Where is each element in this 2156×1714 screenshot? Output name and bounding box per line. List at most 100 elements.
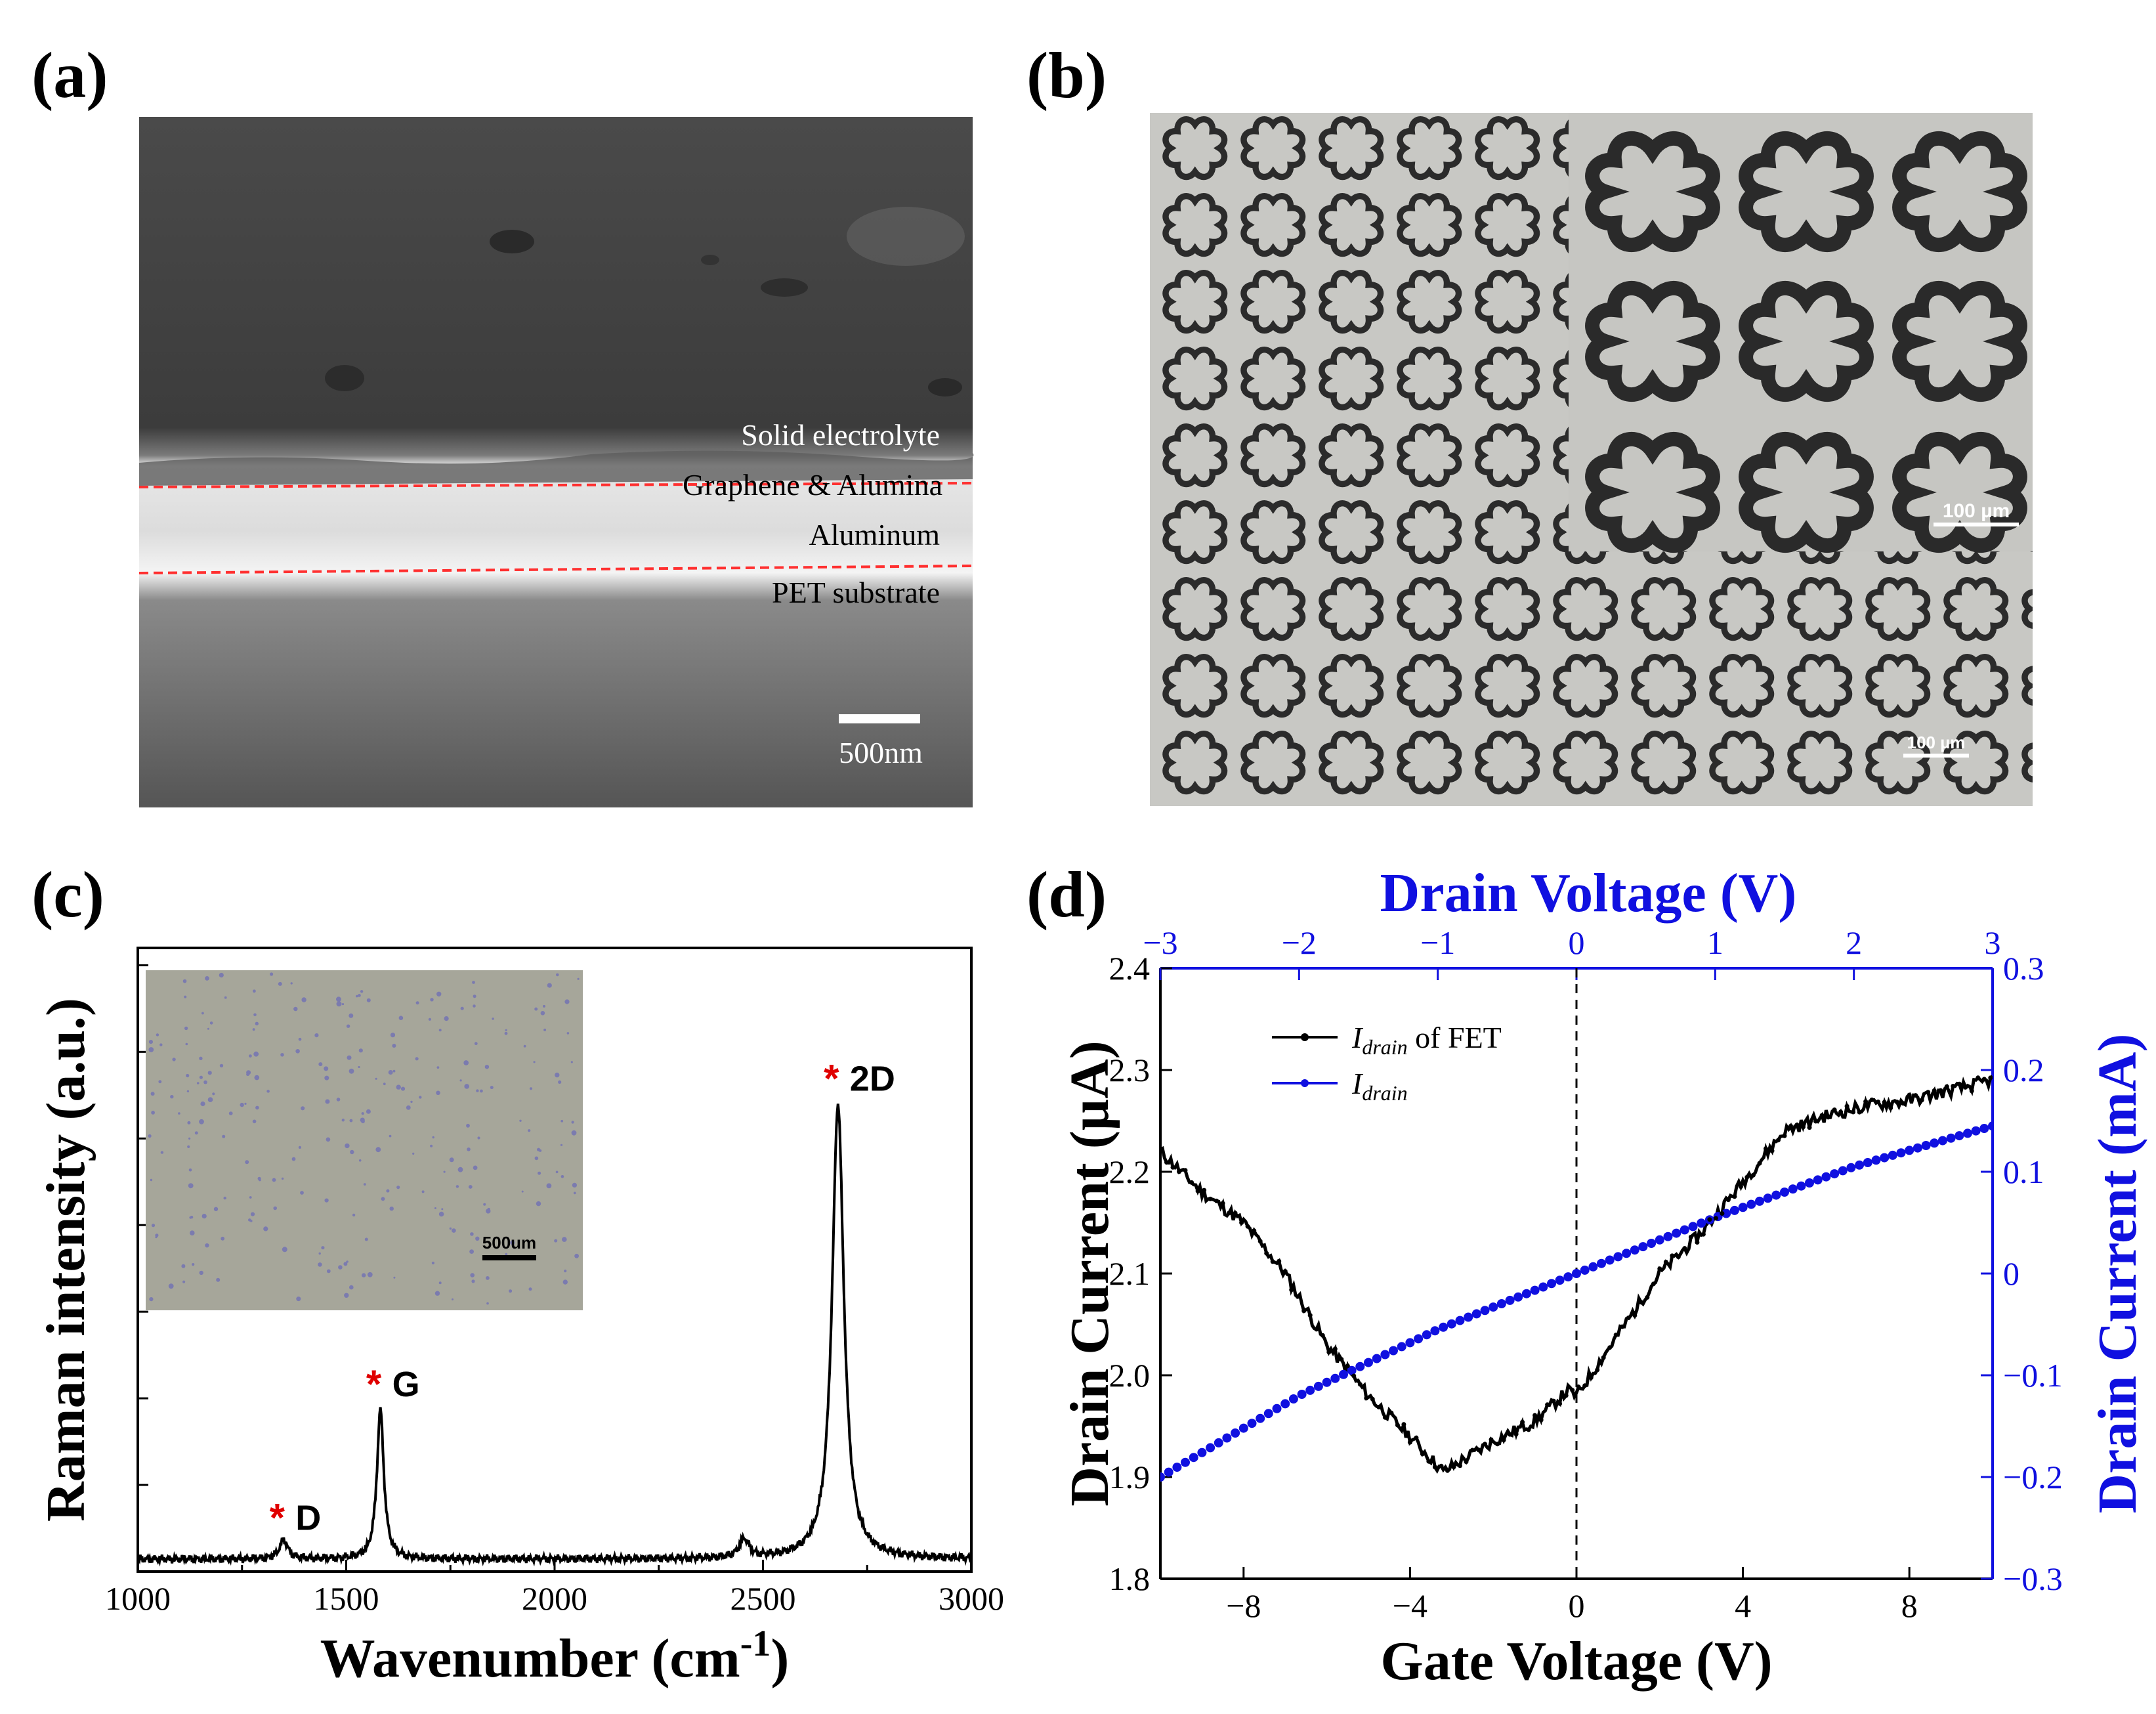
inset-speck xyxy=(392,1044,396,1048)
inset-speck xyxy=(534,1156,539,1161)
fet-gate-point xyxy=(1794,1123,1800,1127)
inset-speck xyxy=(415,1001,419,1005)
inset-speck xyxy=(148,1047,154,1052)
fet-drain-point xyxy=(1697,1218,1706,1228)
fet-gate-point xyxy=(1513,1432,1519,1437)
fet-gate-point xyxy=(1688,1234,1693,1239)
inset-speck xyxy=(386,1189,390,1193)
inset-speck xyxy=(301,1106,305,1111)
fet-y-right-tick-label: 0.1 xyxy=(2003,1153,2044,1190)
inset-speck xyxy=(438,1211,444,1217)
fet-gate-point xyxy=(1582,1383,1588,1388)
inset-speck xyxy=(149,1297,154,1302)
inset-speck xyxy=(295,1049,300,1054)
inset-speck xyxy=(460,1006,464,1010)
raman-x-tick-label: 2500 xyxy=(730,1580,796,1617)
inset-speck xyxy=(477,1136,480,1140)
fet-gate-point xyxy=(1869,1097,1874,1102)
inset-speck xyxy=(466,1123,470,1128)
inset-speck xyxy=(338,1265,343,1270)
inset-speck xyxy=(529,1087,533,1090)
inset-speck xyxy=(573,1191,576,1195)
inset-speck xyxy=(148,1040,153,1044)
raman-x-tick-label: 1000 xyxy=(105,1580,171,1617)
inset-speck xyxy=(209,1021,213,1025)
inset-speck xyxy=(375,1147,381,1153)
fet-drain-point xyxy=(1414,1334,1424,1344)
fet-drain-point xyxy=(1613,1252,1623,1262)
inset-speck xyxy=(224,996,227,999)
inset-speck xyxy=(449,1227,452,1230)
inset-speck xyxy=(347,1055,352,1060)
fet-gate-point xyxy=(1401,1422,1406,1427)
fet-gate-point xyxy=(1956,1081,1962,1086)
fet-gate-point xyxy=(1613,1333,1618,1337)
layer-label-pet-substrate: PET substrate xyxy=(772,576,940,609)
fet-drain-point xyxy=(1913,1143,1922,1153)
inset-speck xyxy=(200,1101,205,1107)
fet-gate-point xyxy=(1170,1165,1175,1170)
inset-speck xyxy=(190,1216,194,1219)
inset-speck xyxy=(486,1276,490,1280)
inset-speck xyxy=(410,1100,413,1103)
inset-speck xyxy=(360,990,364,993)
fet-drain-point xyxy=(1905,1146,1914,1155)
fet-drain-point xyxy=(1322,1377,1332,1387)
sem-scale-label: 500nm xyxy=(839,736,923,769)
fet-drain-point xyxy=(1946,1133,1956,1143)
inset-speck xyxy=(155,1236,158,1239)
fet-drain-point xyxy=(1181,1457,1190,1467)
fet-gate-point xyxy=(1738,1184,1743,1189)
inset-speck xyxy=(457,1167,463,1172)
inset-speck xyxy=(528,1287,532,1291)
inset-speck xyxy=(181,1264,186,1268)
inset-speck xyxy=(444,1016,449,1021)
fet-gate-point xyxy=(1227,1211,1232,1216)
fet-drain-point xyxy=(1838,1166,1848,1176)
inset-speck xyxy=(469,1249,474,1254)
inset-speck xyxy=(533,1061,536,1063)
fet-gate-point xyxy=(1620,1324,1625,1329)
inset-speck xyxy=(366,1109,371,1114)
fet-gate-point xyxy=(1888,1105,1893,1111)
fet-y-left-tick-label: 1.9 xyxy=(1109,1459,1151,1495)
fet-x-tick-label: 0 xyxy=(1569,1587,1585,1624)
fet-y-right-tick-label: −0.3 xyxy=(2003,1560,2063,1597)
fet-top-axis-title: Drain Voltage (V) xyxy=(1380,863,1797,924)
fet-gate-point xyxy=(1307,1313,1313,1318)
inset-speck xyxy=(151,1224,156,1228)
micrograph-scale-label-top: 100 µm xyxy=(1943,500,2010,522)
inset-speck xyxy=(321,1246,325,1250)
inset-speck xyxy=(203,1080,207,1084)
fet-gate-point xyxy=(1744,1174,1750,1180)
fet-drain-point xyxy=(1364,1358,1373,1367)
fet-drain-point xyxy=(1638,1242,1648,1252)
fet-gate-point xyxy=(1239,1220,1244,1225)
fet-top-tick-label: 1 xyxy=(1707,924,1723,961)
fet-drain-point xyxy=(1755,1196,1764,1206)
inset-speck xyxy=(293,1006,298,1012)
legend-entry-drain: Idrain xyxy=(1351,1067,1408,1105)
inset-speck xyxy=(280,1053,284,1057)
fet-drain-point xyxy=(1937,1136,1947,1146)
fet-gate-point xyxy=(1725,1197,1731,1203)
inset-speck xyxy=(419,1096,422,1099)
inset-speck xyxy=(184,1026,188,1031)
fet-right-axis-title: Drain Current (mA) xyxy=(2087,1034,2148,1514)
fet-gate-point xyxy=(1495,1442,1500,1447)
inset-speck xyxy=(367,1272,373,1277)
fet-drain-point xyxy=(1505,1295,1515,1305)
inset-speck xyxy=(463,1060,469,1065)
fet-gate-point xyxy=(1483,1442,1487,1447)
fet-gate-point xyxy=(1264,1251,1269,1256)
fet-top-tick-label: −1 xyxy=(1420,924,1455,961)
inset-speck xyxy=(358,1065,360,1069)
inset-speck xyxy=(341,1119,345,1122)
fet-x-tick-label: −4 xyxy=(1393,1587,1427,1624)
inset-speck xyxy=(282,1247,287,1253)
fet-gate-point xyxy=(1776,1138,1781,1143)
inset-speck xyxy=(455,1185,459,1188)
inset-speck xyxy=(459,1079,462,1082)
inset-speck xyxy=(201,1012,204,1015)
inset-speck xyxy=(505,1029,507,1031)
